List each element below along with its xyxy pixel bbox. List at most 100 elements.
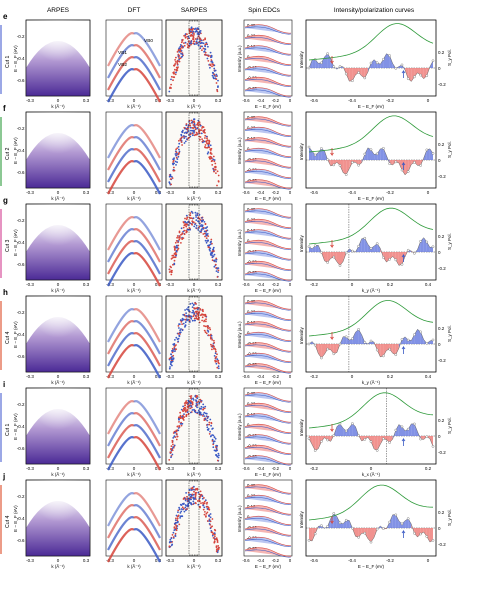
pol-data-point (375, 61, 379, 65)
sarpes-point (170, 353, 173, 356)
sarpes-point (216, 541, 219, 543)
sarpes-point (182, 313, 185, 316)
sarpes-point (190, 495, 193, 497)
pol-data-point (394, 258, 398, 262)
sarpes-point (174, 535, 177, 537)
pol-data-point (363, 531, 367, 535)
sarpes-point (212, 537, 215, 539)
pol-data-point (307, 145, 311, 149)
pol-tick-label: -0.2 (438, 542, 446, 547)
sarpes-point (204, 331, 207, 334)
sarpes-point (194, 223, 196, 226)
pol-data-point (326, 158, 329, 161)
edc-trace-up (244, 402, 292, 412)
sarpes-point (204, 132, 206, 134)
pol-data-point (382, 57, 385, 61)
pol-data-point (351, 422, 354, 425)
intensity-axis-label: Intensity (299, 326, 304, 344)
edc-x-tick-label: -0.2 (272, 282, 280, 287)
pol-area-segment (389, 344, 393, 354)
pol-area-segment (392, 344, 396, 355)
pol-data-point (344, 518, 348, 522)
sarpes-point (190, 119, 193, 122)
sarpes-point (182, 322, 185, 325)
sarpes-point (173, 435, 176, 438)
pol-data-point (413, 333, 416, 336)
sarpes-point (203, 497, 205, 499)
sarpes-point (173, 72, 175, 75)
sarpes-point (204, 48, 207, 51)
edc-trace-down (244, 242, 292, 250)
pol-data-point (344, 429, 348, 433)
y-tick-label: -0.2 (17, 218, 25, 223)
sarpes-point (195, 311, 198, 314)
pol-area-segment (333, 160, 337, 165)
sarpes-point (207, 246, 210, 249)
sarpes-point (211, 348, 213, 351)
sarpes-point (206, 57, 209, 60)
dft-band-left (107, 332, 135, 367)
sarpes-point (199, 308, 202, 311)
sarpes-point (215, 550, 218, 552)
sarpes-point (187, 220, 190, 223)
sarpes-point (186, 33, 188, 36)
pol-data-point (307, 66, 311, 70)
sarpes-point (216, 89, 218, 91)
dft-band-right (133, 160, 161, 195)
sarpes-point (210, 424, 213, 427)
edc-trace-up (244, 352, 292, 362)
pol-data-point (313, 343, 317, 347)
edc-x-tick-label: -0.6 (242, 282, 250, 287)
pol-data-point (425, 535, 429, 538)
x-tick-label: 0 (133, 190, 136, 195)
intensity-curve (308, 300, 434, 337)
edc-trace-up (244, 536, 292, 546)
dft-band-left (107, 44, 135, 79)
pol-data-point (413, 531, 416, 535)
edc-trace-label: 0 (247, 147, 250, 152)
pol-data-point (394, 160, 398, 164)
edc-trace-up (244, 158, 292, 168)
sarpes-point (216, 276, 219, 278)
pol-area-segment (386, 53, 390, 68)
sarpes-point (211, 434, 214, 436)
sarpes-point (191, 223, 194, 226)
pol-area-segment (395, 252, 399, 266)
sarpes-point (175, 151, 178, 154)
sarpes-point (186, 222, 188, 224)
pol-data-point (320, 440, 323, 443)
pol-area-segment (417, 329, 421, 344)
pol-area-segment (318, 436, 322, 449)
column-header-sarpes: SARPES (181, 7, 208, 14)
sarpes-point (175, 164, 177, 166)
pol-data-point (338, 65, 342, 68)
sarpes-point (195, 404, 198, 407)
pol-area-segment (343, 520, 347, 528)
arpes-highlight (26, 204, 90, 280)
sarpes-point (180, 227, 183, 230)
sarpes-point (171, 453, 174, 456)
sarpes-cut-window (188, 112, 200, 188)
pol-data-point (313, 449, 317, 452)
y-tick-label: -0.6 (17, 354, 25, 359)
pol-area-segment (420, 331, 424, 344)
sarpes-point (207, 60, 210, 62)
sarpes-point (172, 437, 175, 439)
x-tick-label: 0.3 (215, 282, 222, 287)
edc-trace-down (244, 497, 292, 505)
sarpes-point (196, 123, 198, 126)
x-tick-label: 0.3 (83, 98, 90, 103)
edc-x-tick-label: 0 (289, 98, 292, 103)
sarpes-point (208, 421, 211, 424)
sarpes-point (207, 244, 209, 247)
sarpes-point (208, 523, 211, 525)
edc-trace-down (244, 486, 292, 495)
sarpes-point (202, 42, 205, 45)
sarpes-point (183, 413, 185, 415)
pol-data-point (375, 152, 379, 156)
sarpes-point (179, 417, 182, 420)
sarpes-point (179, 503, 182, 506)
sarpes-point (186, 138, 188, 141)
sarpes-point (179, 319, 182, 321)
pol-area-segment (395, 514, 399, 528)
